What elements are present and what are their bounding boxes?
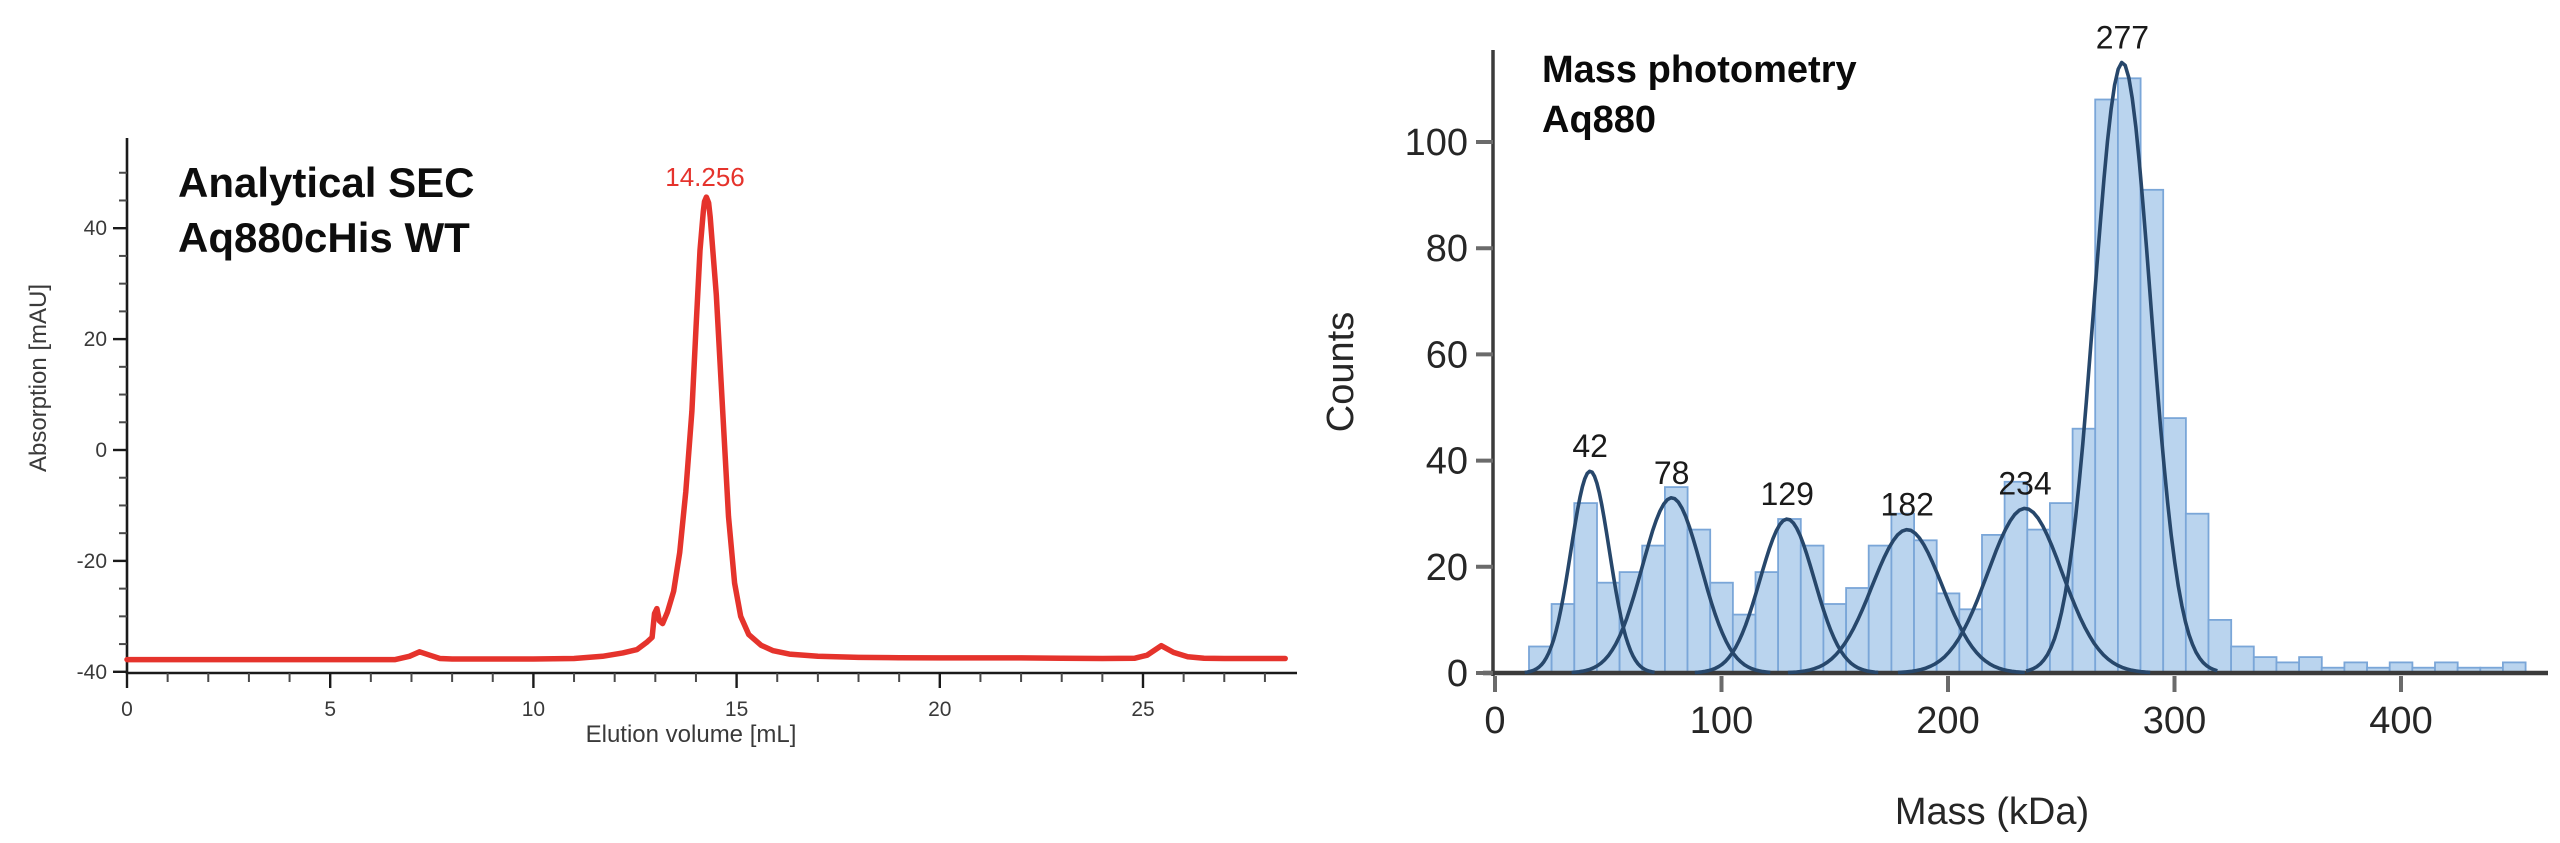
histogram-bar bbox=[1777, 518, 1802, 674]
mp-chart-panel: 0 100 200 300 400 0 20 40 60 80 100 42 78 129 182 234 2… bbox=[1320, 19, 2548, 833]
mp-gaussian-fits bbox=[1524, 60, 2218, 675]
histogram-bar bbox=[2162, 417, 2187, 674]
histogram-bar bbox=[1641, 544, 1666, 674]
sec-x-tick-label: 0 bbox=[121, 698, 133, 721]
mp-y-tick-label: 60 bbox=[1426, 334, 1468, 376]
gaussian-fit-curve bbox=[1787, 527, 2025, 675]
sec-y-tick-label: -40 bbox=[77, 661, 107, 684]
fit-peak-label: 78 bbox=[1654, 455, 1690, 491]
mp-x-tick-label: 200 bbox=[1916, 700, 1979, 742]
histogram-bar bbox=[1573, 502, 1598, 674]
sec-title-line2: Aq880cHis WT bbox=[178, 214, 470, 261]
mp-fit-peak-labels: 42 78 129 182 234 277 bbox=[1572, 19, 2149, 522]
histogram-bar bbox=[2094, 98, 2119, 674]
gaussian-fit-curve bbox=[1524, 469, 1655, 675]
mp-title-line1: Mass photometry bbox=[1542, 49, 1857, 91]
histogram-bar bbox=[2298, 656, 2323, 674]
gaussian-fit-curve bbox=[1571, 496, 1771, 675]
sec-trace-line bbox=[124, 194, 1288, 663]
sec-title-line1: Analytical SEC bbox=[178, 159, 474, 206]
histogram-bar bbox=[1799, 544, 1825, 674]
mp-title-line2: Aq880 bbox=[1542, 99, 1656, 141]
mp-x-tick-label: 300 bbox=[2143, 700, 2206, 742]
gaussian-fit-curve bbox=[1897, 506, 2151, 675]
sec-chart-panel: 0 5 10 15 20 25 -40 -20 0 20 40 Analytical SEC Aq8… bbox=[25, 138, 1297, 748]
mp-x-tick-label: 400 bbox=[2369, 700, 2432, 742]
histogram-bar bbox=[2184, 512, 2210, 674]
histogram-bar bbox=[2003, 480, 2029, 674]
sec-x-tick-label: 5 bbox=[324, 698, 336, 721]
fit-peak-label: 42 bbox=[1572, 428, 1608, 464]
sec-x-tick-label: 15 bbox=[725, 698, 748, 721]
sec-x-tick-label: 20 bbox=[928, 698, 951, 721]
fit-peak-label: 234 bbox=[1998, 465, 2051, 501]
mp-y-tick-label: 80 bbox=[1426, 228, 1468, 270]
sec-yaxis-title: Absorption [mAU] bbox=[25, 284, 52, 472]
sec-y-tick-label: 0 bbox=[95, 439, 107, 462]
gaussian-fit-curve bbox=[2025, 60, 2218, 673]
fit-peak-label: 277 bbox=[2096, 19, 2149, 55]
sec-peak-annotation: 14.256 bbox=[665, 162, 745, 192]
mp-x-tick-label: 0 bbox=[1484, 700, 1505, 742]
mp-x-tick-label: 100 bbox=[1690, 700, 1753, 742]
histogram-bar bbox=[2252, 656, 2278, 674]
sec-y-tick-label: 40 bbox=[84, 217, 107, 240]
mp-y-tick-label: 100 bbox=[1405, 122, 1468, 164]
mp-y-tick-label: 40 bbox=[1426, 441, 1468, 483]
mp-yaxis-title: Counts bbox=[1320, 312, 1362, 432]
histogram-bar bbox=[2026, 528, 2051, 674]
mp-histogram-bars bbox=[1528, 77, 2527, 674]
mp-tick-labels: 0 100 200 300 400 0 20 40 60 80 100 bbox=[1405, 122, 2433, 742]
sec-x-tick-label: 25 bbox=[1131, 698, 1154, 721]
histogram-bar bbox=[1686, 528, 1712, 674]
fit-peak-label: 129 bbox=[1760, 476, 1813, 512]
gaussian-fit-curve bbox=[1694, 517, 1879, 675]
sec-y-tick-label: 20 bbox=[84, 328, 107, 351]
histogram-bar bbox=[2207, 619, 2233, 674]
sec-y-tick-label: -20 bbox=[77, 550, 107, 573]
sec-tick-labels: 0 5 10 15 20 25 -40 -20 0 20 40 bbox=[77, 217, 1155, 721]
histogram-bar bbox=[2230, 645, 2255, 674]
mp-xaxis-title: Mass (kDa) bbox=[1895, 791, 2089, 833]
histogram-bar bbox=[2116, 77, 2142, 674]
mp-y-tick-label: 0 bbox=[1447, 653, 1468, 695]
sec-xaxis-title: Elution volume [mL] bbox=[586, 721, 797, 748]
sec-axes bbox=[113, 138, 1297, 688]
fit-peak-label: 182 bbox=[1881, 487, 1934, 523]
sec-x-tick-label: 10 bbox=[522, 698, 545, 721]
mp-y-tick-label: 20 bbox=[1426, 547, 1468, 589]
